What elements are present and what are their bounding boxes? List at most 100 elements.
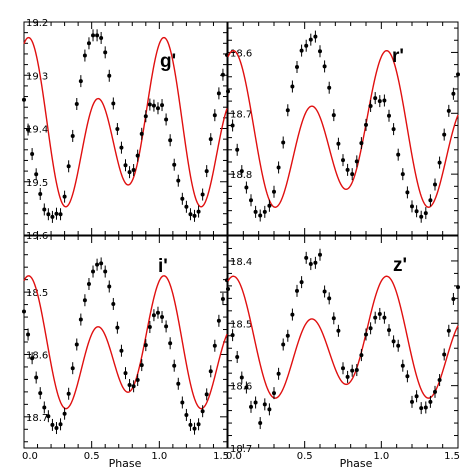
data-point [123,367,128,380]
point-marker [308,262,313,267]
point-marker [135,153,140,158]
data-point [220,292,225,305]
point-marker [164,117,169,122]
point-marker [216,91,221,96]
point-marker [95,33,100,38]
data-point [336,324,341,337]
point-marker [364,122,368,127]
point-marker [192,426,197,431]
data-point [451,87,456,100]
point-marker [123,371,128,376]
point-marker [272,391,276,396]
point-marker [147,102,152,107]
point-marker [151,103,156,108]
point-marker [26,127,31,132]
data-point [377,95,382,108]
model-curve [227,49,459,208]
point-marker [196,209,201,214]
point-marker [66,391,71,396]
point-marker [423,211,428,216]
data-point [164,113,169,126]
data-point [111,297,116,310]
point-marker [249,198,253,203]
x-tick-label: 0.5 [297,451,313,462]
point-marker [299,48,304,53]
data-point [451,292,456,305]
y-tick-label: 18.7 [26,413,48,424]
point-marker [50,214,55,219]
data-point [188,208,193,221]
data-point [331,109,336,122]
data-point [30,148,35,161]
data-point [212,339,217,352]
data-point [58,208,63,221]
point-marker [419,406,424,411]
point-marker [336,141,341,146]
data-point [456,281,460,294]
x-tick-label: 0.5 [84,451,100,462]
point-marker [208,369,213,374]
data-point [341,362,345,375]
data-point [428,395,433,408]
point-marker [143,343,148,348]
data-point [151,99,156,112]
point-marker [160,315,165,320]
point-marker [196,422,201,427]
panel-z-band: 18.4 18.5 18.6 18.70.0 0.5 1.0 1.5 z' [226,235,460,462]
data-point [410,395,414,408]
point-marker [345,167,350,172]
point-marker [70,366,75,371]
y-tick-label: 18.5 [230,319,252,330]
data-point [131,380,136,393]
data-point [54,207,59,220]
data-point [82,294,87,307]
point-marker [331,113,336,118]
point-marker [304,255,309,260]
point-marker [22,97,26,102]
point-marker [127,170,132,175]
point-marker [172,363,177,368]
point-marker [107,73,112,78]
data-point [91,29,96,42]
data-point [322,60,327,73]
data-point [308,258,313,271]
point-marker [276,165,281,170]
data-point [249,194,253,207]
y-tick-label: 18.6 [26,350,48,361]
point-marker [322,64,327,69]
point-marker [131,384,136,389]
point-marker [30,356,35,361]
point-marker [262,402,267,407]
point-marker [226,89,230,94]
point-marker [180,196,185,201]
y-tick-label: 19.5 [26,178,48,189]
point-marker [46,212,51,217]
data-point [155,102,160,115]
point-marker [200,409,205,414]
data-point [99,257,104,270]
point-marker [391,127,396,132]
data-point [281,136,286,149]
data-point [235,143,240,156]
data-point [322,285,327,298]
data-point [95,258,100,271]
data-point [364,118,368,131]
data-point [46,208,51,221]
data-point [226,85,230,98]
point-marker [139,363,144,368]
data-point [239,165,244,178]
point-marker [192,213,197,218]
data-point [244,381,249,394]
y-tick-label: 18.6 [230,382,252,393]
data-point [34,168,39,181]
point-marker [34,375,39,380]
point-marker [188,422,193,427]
data-point [135,149,140,162]
point-marker [160,103,165,108]
point-marker [382,98,387,103]
data-point [437,374,442,387]
data-point [208,133,213,146]
model-curve [227,275,459,399]
plot-frame [23,235,228,449]
point-marker [456,285,460,290]
